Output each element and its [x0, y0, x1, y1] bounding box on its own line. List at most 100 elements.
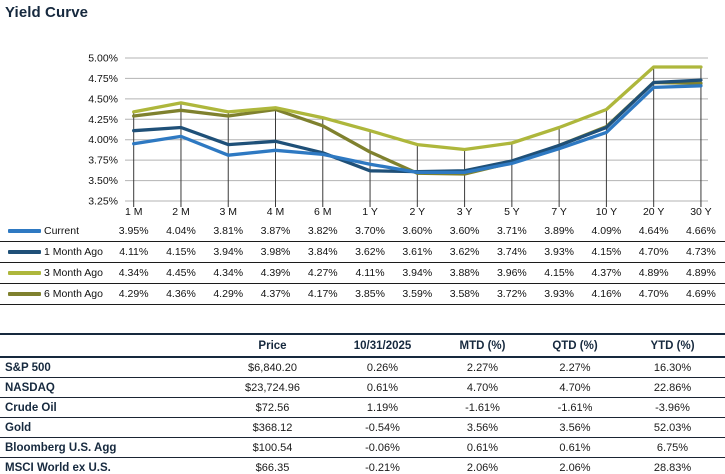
market-value: 6.75%	[620, 437, 725, 458]
yield-legend-table: Current 3.95% 4.04% 3.81% 3.87% 3.82% 3.70% 3.6…	[0, 221, 725, 305]
x-axis-tick-label: 3 M	[219, 206, 237, 218]
market-value: $100.54	[215, 437, 330, 458]
yield-value: 3.60%	[449, 225, 480, 237]
markets-row: Crude Oil $72.56 1.19% -1.61% -1.61% -3.96%	[0, 397, 725, 418]
yield-value: 3.61%	[402, 246, 433, 258]
market-value: -0.21%	[330, 457, 435, 474]
market-name: NASDAQ	[0, 377, 215, 398]
markets-col-header: MTD (%)	[435, 333, 530, 358]
y-axis-tick-label: 3.50%	[88, 175, 118, 187]
market-value: 2.06%	[435, 457, 530, 474]
market-value: 2.27%	[435, 357, 530, 378]
page-title: Yield Curve	[5, 4, 89, 21]
market-value: -3.96%	[620, 397, 725, 418]
legend-label: 1 Month Ago	[44, 246, 103, 258]
yield-value: 4.11%	[355, 267, 385, 279]
market-name: Gold	[0, 417, 215, 438]
y-axis-tick-label: 4.00%	[88, 134, 118, 146]
yield-value: 3.60%	[402, 225, 433, 237]
yield-value: 3.93%	[544, 288, 575, 300]
yield-value: 3.70%	[355, 225, 385, 237]
yield-value: 3.81%	[213, 225, 244, 237]
markets-row: Gold $368.12 -0.54% 3.56% 3.56% 52.03%	[0, 417, 725, 438]
x-axis-tick-label: 2 M	[172, 206, 190, 218]
market-value: -0.06%	[330, 437, 435, 458]
yield-value: 3.88%	[449, 267, 480, 279]
x-axis-tick-label: 7 Y	[551, 206, 567, 218]
yield-value: 4.64%	[638, 225, 669, 237]
yield-value: 3.62%	[355, 246, 385, 258]
yield-value: 3.96%	[496, 267, 527, 279]
yield-value: 3.59%	[402, 288, 433, 300]
yield-value: 4.15%	[544, 267, 575, 279]
yield-value: 3.62%	[449, 246, 480, 258]
yield-value: 4.15%	[166, 246, 196, 258]
legend-row-3-month-ago: 3 Month Ago 4.34% 4.45% 4.34% 4.39% 4.27% 4.11…	[0, 263, 725, 284]
x-axis-tick-label: 10 Y	[596, 206, 617, 218]
yield-value: 3.72%	[496, 288, 527, 300]
yield-value: 4.09%	[591, 225, 622, 237]
market-value: -1.61%	[435, 397, 530, 418]
x-axis-tick-label: 2 Y	[410, 206, 426, 218]
yield-value: 4.17%	[307, 288, 338, 300]
market-value: 3.56%	[530, 417, 620, 438]
market-name: Bloomberg U.S. Agg	[0, 437, 215, 458]
markets-row: S&P 500 $6,840.20 0.26% 2.27% 2.27% 16.30%	[0, 357, 725, 378]
yield-value: 4.39%	[260, 267, 291, 279]
yield-value: 3.94%	[402, 267, 433, 279]
yield-value: 4.29%	[213, 288, 244, 300]
market-value: 3.56%	[435, 417, 530, 438]
market-value: $23,724.96	[215, 377, 330, 398]
legend-row-6-month-ago: 6 Month Ago 4.29% 4.36% 4.29% 4.37% 4.17% 3.85…	[0, 284, 725, 305]
legend-row-current: Current 3.95% 4.04% 3.81% 3.87% 3.82% 3.70% 3.6…	[0, 221, 725, 242]
markets-body: S&P 500 $6,840.20 0.26% 2.27% 2.27% 16.30% NAS…	[0, 357, 725, 474]
series-line-current	[132, 84, 703, 175]
legend-swatch	[8, 250, 41, 254]
markets-row: Bloomberg U.S. Agg $100.54 -0.06% 0.61% 0.61…	[0, 437, 725, 458]
yield-value: 3.93%	[544, 246, 575, 258]
market-value: $6,840.20	[215, 357, 330, 378]
yield-value: 3.98%	[260, 246, 291, 258]
yield-value: 4.34%	[213, 267, 244, 279]
yield-value: 3.58%	[449, 288, 480, 300]
yield-value: 4.29%	[118, 288, 149, 300]
legend-label: 3 Month Ago	[44, 267, 103, 279]
yield-value: 4.45%	[166, 267, 196, 279]
yield-value: 3.87%	[260, 225, 291, 237]
markets-col-header: 10/31/2025	[330, 333, 435, 358]
yield-value: 3.71%	[496, 225, 527, 237]
y-axis-tick-label: 4.75%	[88, 73, 118, 85]
market-value: 16.30%	[620, 357, 725, 378]
yield-value: 3.94%	[213, 246, 244, 258]
yield-value: 4.73%	[686, 246, 716, 258]
legend-swatch	[8, 271, 41, 275]
yield-value: 4.89%	[638, 267, 669, 279]
yield-curve-chart: 5.00% 4.75% 4.50% 4.25% 4.00% 3.75% 3.50% 3.25%…	[88, 53, 711, 219]
yield-value: 4.37%	[260, 288, 291, 300]
yield-value: 3.85%	[355, 288, 385, 300]
y-axis-tick-label: 4.50%	[88, 93, 118, 105]
market-name: Crude Oil	[0, 397, 215, 418]
market-value: 4.70%	[435, 377, 530, 398]
x-axis-tick-label: 6 M	[314, 206, 332, 218]
markets-row: NASDAQ $23,724.96 0.61% 4.70% 4.70% 22.86%	[0, 377, 725, 398]
x-axis-tick-label: 1 Y	[362, 206, 378, 218]
yield-value: 4.27%	[307, 267, 338, 279]
x-axis-tick-label: 1 M	[125, 206, 143, 218]
markets-col-header: QTD (%)	[530, 333, 620, 358]
markets-col-header: Price	[215, 333, 330, 358]
market-value: 0.61%	[330, 377, 435, 398]
yield-value: 4.36%	[166, 288, 196, 300]
market-value: 22.86%	[620, 377, 725, 398]
market-value: $368.12	[215, 417, 330, 438]
yield-value: 4.66%	[686, 225, 716, 237]
yield-value: 4.04%	[166, 225, 196, 237]
market-value: 0.61%	[435, 437, 530, 458]
yield-value: 4.11%	[119, 246, 149, 258]
market-value: 1.19%	[330, 397, 435, 418]
legend-swatch	[8, 229, 41, 233]
yield-value: 3.89%	[544, 225, 575, 237]
yield-value: 3.84%	[307, 246, 338, 258]
market-value: 4.70%	[530, 377, 620, 398]
